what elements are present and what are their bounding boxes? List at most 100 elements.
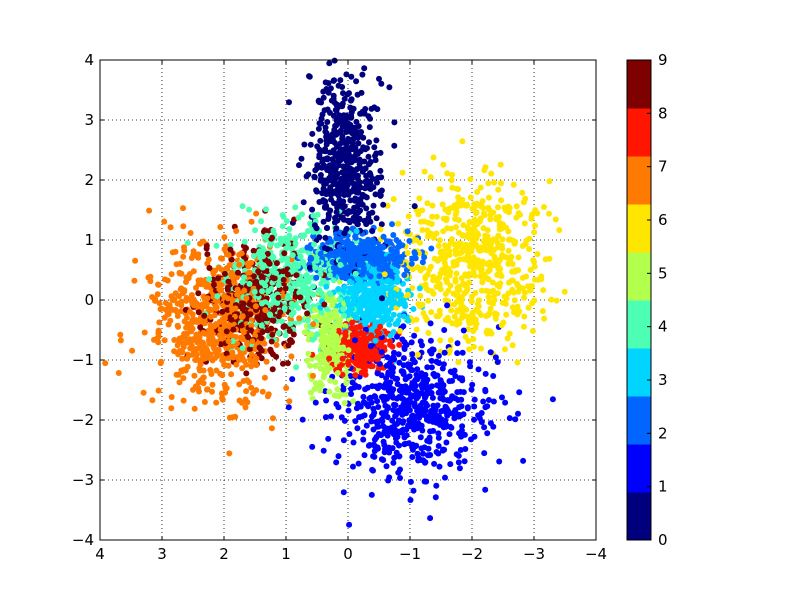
scatter-point-class-8 (336, 363, 343, 370)
scatter-point-class-6 (469, 314, 476, 320)
scatter-point-class-0 (315, 125, 322, 132)
scatter-point-class-6 (541, 315, 548, 322)
scatter-point-class-0 (346, 165, 353, 172)
scatter-point-class-1 (432, 373, 438, 380)
scatter-point-class-1 (458, 396, 465, 403)
scatter-point-class-4 (327, 291, 334, 298)
scatter-point-class-7 (199, 348, 206, 355)
scatter-point-class-7 (248, 322, 255, 329)
scatter-point-class-1 (352, 337, 358, 344)
scatter-point-class-0 (353, 118, 360, 125)
scatter-point-class-6 (397, 328, 403, 334)
scatter-point-class-0 (344, 171, 351, 178)
scatter-point-class-6 (446, 347, 453, 354)
scatter-point-class-4 (304, 303, 311, 310)
scatter-point-class-1 (405, 388, 412, 395)
scatter-point-class-3 (376, 307, 383, 314)
scatter-point-class-0 (319, 159, 326, 166)
scatter-point-class-6 (528, 215, 535, 222)
scatter-point-class-6 (481, 210, 487, 217)
scatter-point-class-6 (509, 286, 516, 293)
scatter-point-class-0 (335, 82, 342, 89)
scatter-point-class-6 (541, 204, 547, 210)
scatter-point-class-6 (470, 328, 477, 335)
scatter-point-class-2 (304, 244, 311, 251)
scatter-point-class-1 (377, 383, 384, 390)
scatter-point-class-1 (482, 486, 489, 493)
scatter-point-class-6 (509, 304, 516, 311)
scatter-point-class-6 (476, 202, 483, 209)
scatter-point-class-7 (253, 355, 260, 362)
scatter-point-class-3 (375, 286, 382, 293)
scatter-point-class-0 (338, 214, 345, 221)
scatter-point-class-6 (458, 295, 465, 302)
scatter-point-class-6 (499, 236, 506, 243)
scatter-point-class-2 (391, 260, 398, 267)
scatter-point-class-1 (411, 378, 418, 385)
scatter-point-class-6 (503, 295, 510, 302)
scatter-point-class-2 (409, 255, 416, 262)
scatter-point-class-7 (221, 355, 228, 362)
scatter-point-class-8 (372, 347, 379, 354)
scatter-point-class-4 (326, 272, 333, 279)
scatter-point-class-2 (380, 265, 387, 271)
scatter-point-class-1 (389, 445, 396, 452)
scatter-point-class-6 (491, 179, 498, 186)
scatter-point-class-0 (326, 60, 333, 67)
scatter-point-class-6 (483, 329, 490, 336)
scatter-point-class-6 (521, 289, 528, 296)
scatter-point-class-3 (394, 276, 401, 283)
scatter-point-class-8 (339, 371, 346, 378)
scatter-point-class-6 (416, 195, 423, 202)
scatter-point-class-1 (345, 407, 352, 414)
y-tick-label: −3 (72, 471, 94, 489)
scatter-point-class-6 (451, 241, 458, 248)
scatter-point-class-9 (264, 228, 271, 235)
scatter-point-class-1 (374, 398, 381, 405)
scatter-point-class-0 (343, 154, 350, 161)
scatter-point-class-9 (243, 370, 250, 377)
scatter-point-class-1 (520, 457, 527, 464)
scatter-point-class-6 (434, 257, 441, 264)
scatter-point-class-3 (355, 301, 362, 307)
scatter-point-class-6 (453, 208, 460, 215)
scatter-point-class-0 (326, 162, 333, 169)
scatter-point-class-0 (296, 162, 302, 169)
scatter-point-class-6 (456, 256, 463, 263)
scatter-point-class-0 (320, 218, 327, 225)
x-tick-label: −2 (461, 545, 483, 563)
scatter-point-class-6 (514, 359, 521, 366)
scatter-point-class-7 (184, 321, 191, 328)
scatter-point-class-4 (300, 258, 306, 265)
scatter-point-class-7 (191, 372, 198, 379)
scatter-point-class-1 (433, 449, 440, 455)
scatter-point-class-6 (503, 311, 510, 318)
scatter-point-class-8 (357, 361, 363, 368)
scatter-point-class-9 (206, 265, 213, 271)
scatter-point-class-1 (405, 361, 412, 368)
scatter-point-class-0 (377, 149, 384, 156)
colorbar-segment (627, 204, 651, 253)
scatter-point-class-7 (132, 257, 139, 264)
scatter-point-class-4 (268, 285, 275, 292)
scatter-point-class-1 (454, 340, 461, 347)
scatter-point-class-4 (256, 248, 263, 255)
scatter-point-class-0 (334, 170, 341, 177)
scatter-point-class-8 (368, 332, 375, 339)
scatter-point-class-4 (252, 227, 259, 234)
scatter-point-class-0 (345, 120, 352, 127)
scatter-point-class-6 (445, 243, 452, 250)
scatter-point-class-1 (414, 425, 421, 432)
scatter-point-class-6 (498, 273, 505, 280)
scatter-point-class-0 (309, 206, 316, 213)
scatter-point-class-9 (269, 331, 276, 338)
scatter-point-class-1 (446, 397, 453, 404)
scatter-point-class-6 (497, 161, 504, 168)
scatter-point-class-1 (433, 358, 440, 365)
scatter-point-class-9 (250, 247, 257, 254)
scatter-point-class-6 (496, 222, 503, 229)
scatter-point-class-0 (316, 120, 323, 127)
scatter-point-class-6 (413, 326, 420, 333)
scatter-point-class-3 (397, 300, 404, 307)
scatter-point-class-9 (224, 287, 231, 293)
